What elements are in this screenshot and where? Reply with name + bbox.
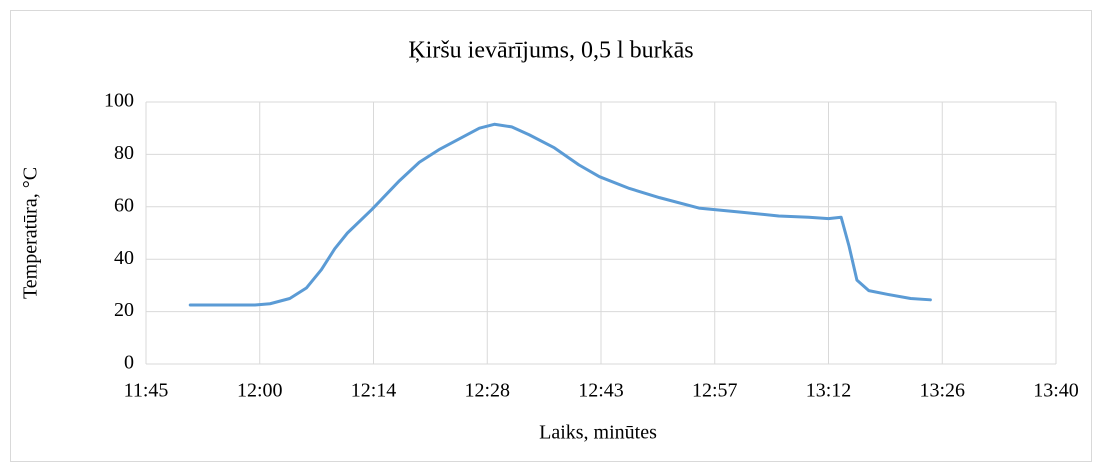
x-tick-label: 11:45 [124,380,169,402]
x-tick-label: 13:40 [1033,380,1079,402]
x-tick-label: 12:28 [464,380,510,402]
y-tick-label: 40 [114,247,134,269]
chart-frame [10,10,1092,462]
y-tick-label: 80 [114,142,134,164]
x-tick-label: 12:00 [237,380,283,402]
x-tick-label: 13:12 [806,380,852,402]
y-tick-label: 60 [114,194,134,216]
y-tick-label: 20 [114,299,134,321]
x-tick-label: 13:26 [919,380,965,402]
data-line [188,122,932,307]
x-tick-label: 12:57 [692,380,738,402]
y-tick-label: 0 [124,352,134,374]
x-tick-label: 12:43 [578,380,624,402]
y-axis-label: Temperatūra, °C [20,167,42,299]
y-tick-label: 100 [104,90,134,112]
chart-title: Ķiršu ievārījums, 0,5 l burkās [408,38,693,64]
x-tick-label: 12:14 [351,380,397,402]
x-axis-label: Laiks, minūtes [539,422,657,444]
